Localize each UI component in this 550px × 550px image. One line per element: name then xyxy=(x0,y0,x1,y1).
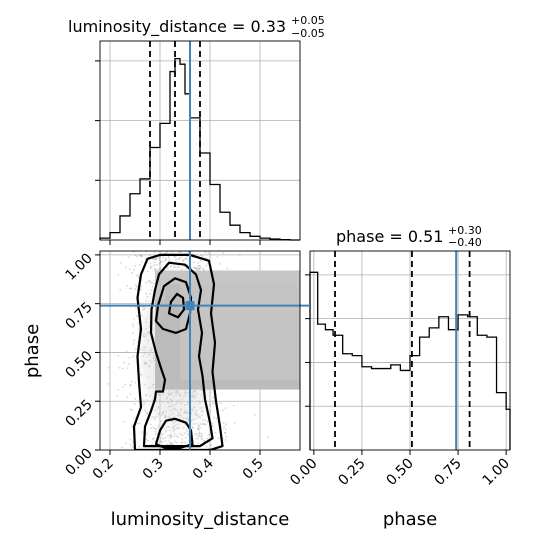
sample-point xyxy=(117,274,120,276)
sample-point xyxy=(122,386,124,388)
sample-point xyxy=(116,395,118,397)
sample-point xyxy=(127,256,130,258)
phase-title-name: phase xyxy=(336,227,384,246)
sample-point xyxy=(224,439,227,441)
sample-point xyxy=(107,383,109,385)
histogram-step-line xyxy=(309,271,511,450)
phase-title-plus: +0.30 xyxy=(448,224,482,237)
sample-point xyxy=(126,367,129,369)
joint-plot-area xyxy=(94,251,300,450)
y-tick-label-2: 0.50 xyxy=(62,348,95,381)
axes-frame xyxy=(99,40,301,241)
sample-point xyxy=(233,421,236,424)
y-tick-label-4: 1.00 xyxy=(62,250,95,283)
x-tick-label-1: 0.25 xyxy=(335,456,368,489)
truth-marker xyxy=(185,301,195,311)
sample-point xyxy=(119,289,122,291)
sample-point xyxy=(224,407,227,410)
sample-point xyxy=(124,266,127,269)
joint-density-panel: 0.2 0.3 0.4 0.5 0.00 0.25 0.50 0.75 1.00 xyxy=(62,250,310,483)
ld-title-plus: +0.05 xyxy=(291,14,325,27)
phase-title-median: 0.51 xyxy=(408,227,444,246)
sample-point xyxy=(94,432,96,434)
axes-frame xyxy=(99,250,301,451)
phase-title: phase = 0.51 +0.30 −0.40 xyxy=(336,224,482,249)
sample-point xyxy=(123,361,126,364)
sample-point xyxy=(126,396,129,399)
y-tick-label-1: 0.25 xyxy=(62,397,95,430)
contour-line-1 xyxy=(142,261,214,448)
sample-point xyxy=(121,446,123,449)
x-tick-label-4: 1.00 xyxy=(480,456,513,489)
x-tick-label-3: 0.5 xyxy=(240,456,267,483)
x-tick-label-3: 0.75 xyxy=(432,456,465,489)
x-tick-label-2: 0.50 xyxy=(383,456,416,489)
sample-point xyxy=(121,367,124,370)
sample-point xyxy=(225,423,228,426)
contour-line-4 xyxy=(154,417,194,450)
luminosity-distance-title: luminosity_distance = 0.33 +0.05 −0.05 xyxy=(68,14,325,40)
density-cell xyxy=(180,270,300,380)
sample-point xyxy=(224,428,227,431)
x-tick-label-2: 0.4 xyxy=(190,455,217,482)
sample-point xyxy=(117,354,120,357)
sample-point xyxy=(124,383,127,386)
sample-point xyxy=(118,366,121,369)
ld-title-name: luminosity_distance xyxy=(68,17,227,37)
sample-point xyxy=(126,284,129,287)
ld-title-median: 0.33 xyxy=(250,17,286,36)
svg-text:luminosity_distance = 0.33: luminosity_distance = 0.33 xyxy=(68,17,286,37)
y-axis-label-phase: phase xyxy=(22,324,43,378)
sample-point xyxy=(232,404,235,407)
sample-point xyxy=(267,436,269,438)
phase-title-minus: −0.40 xyxy=(448,236,482,249)
sample-point xyxy=(117,388,120,391)
y-tick-label-0: 0.00 xyxy=(62,446,95,479)
sample-point xyxy=(127,363,130,366)
x-tick-label-0: 0.2 xyxy=(90,456,117,483)
sample-point xyxy=(128,357,131,359)
svg-text:phase = 0.51: phase = 0.51 xyxy=(336,227,443,246)
y-tick-label-3: 0.75 xyxy=(62,299,95,332)
phase-histogram-panel: 0.00 0.25 0.50 0.75 1.00 xyxy=(287,250,513,489)
x-tick-label-0: 0.00 xyxy=(287,456,320,489)
sample-point xyxy=(239,253,241,256)
ld-title-minus: −0.05 xyxy=(291,27,325,40)
sample-point xyxy=(107,366,110,369)
luminosity-distance-histogram-panel xyxy=(95,40,301,245)
sample-point xyxy=(226,267,229,270)
sample-point xyxy=(124,442,127,445)
x-axis-label-phase: phase xyxy=(383,509,437,530)
x-axis-label-luminosity-distance: luminosity_distance xyxy=(111,509,290,530)
sample-point xyxy=(120,261,122,264)
x-tick-label-1: 0.3 xyxy=(140,456,167,483)
sample-point xyxy=(125,350,128,352)
contour-line-3 xyxy=(167,292,186,319)
sample-point xyxy=(122,420,125,423)
sample-point xyxy=(225,436,228,438)
sample-point xyxy=(254,413,256,416)
